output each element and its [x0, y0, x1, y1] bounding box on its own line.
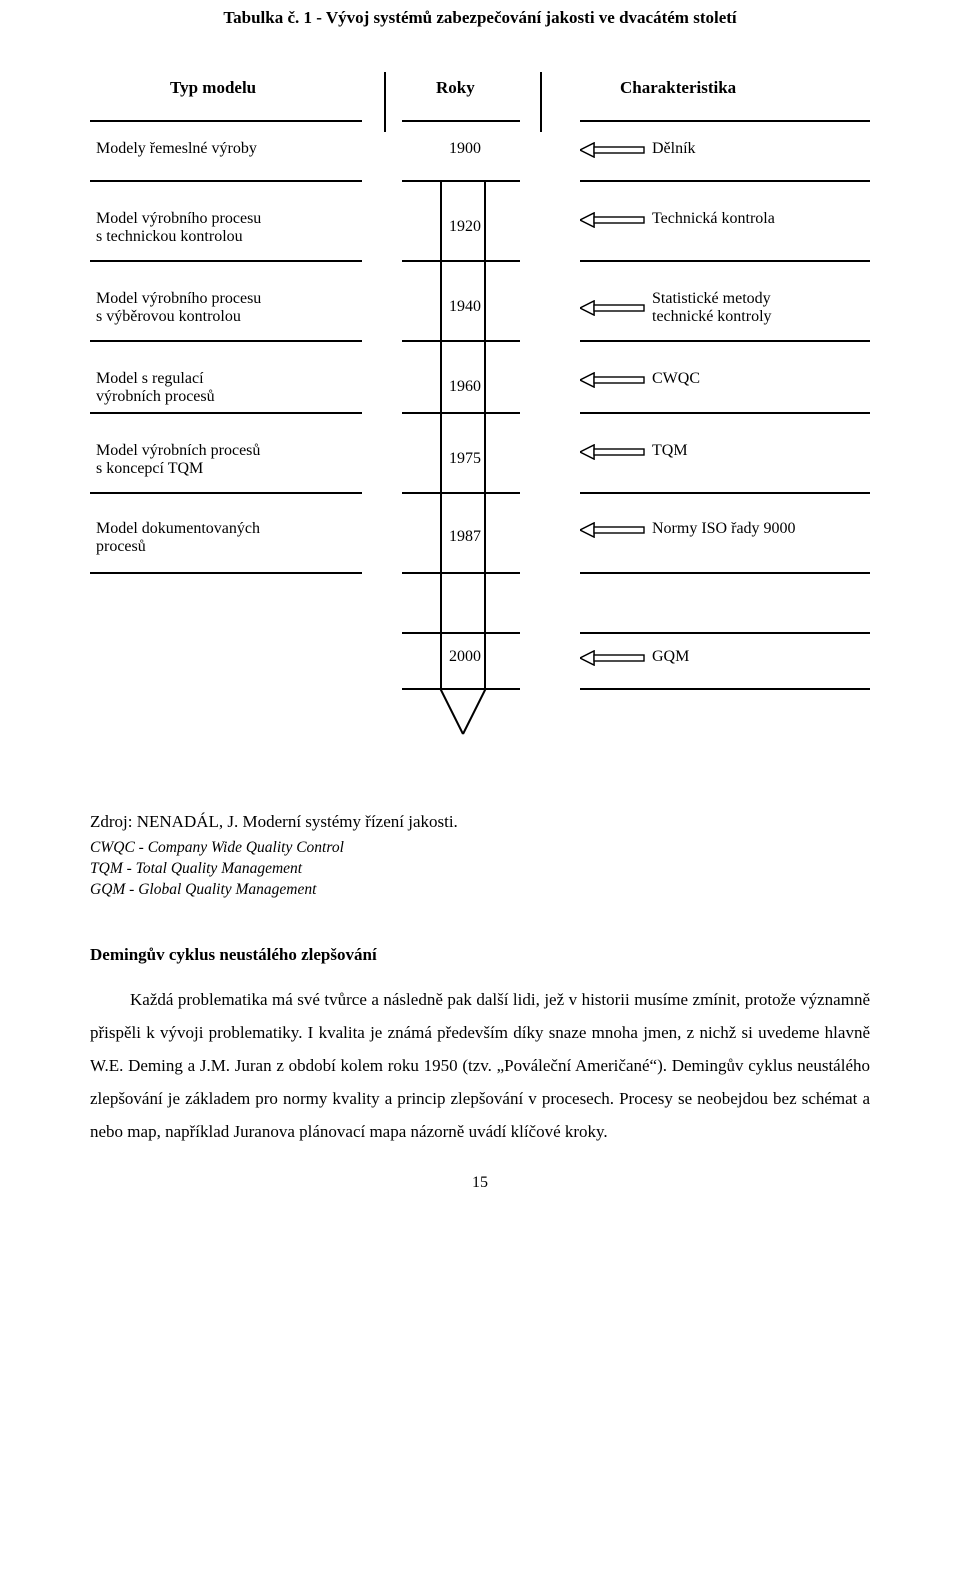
pipe-line — [484, 492, 486, 572]
pipe-line — [440, 180, 442, 260]
row-right: Dělník — [652, 140, 872, 158]
divider-line — [402, 340, 520, 342]
table-header: Typ modelu Roky Charakteristika — [90, 72, 870, 132]
divider-line — [90, 572, 362, 574]
divider-line — [90, 412, 362, 414]
divider-line — [402, 180, 520, 182]
pipe-line — [440, 572, 442, 632]
row-right: CWQC — [652, 370, 872, 388]
table-title: Tabulka č. 1 - Vývoj systémů zabezpečová… — [90, 8, 870, 28]
divider-line — [402, 492, 520, 494]
divider-line — [90, 120, 362, 122]
source-line: Zdroj: NENADÁL, J. Moderní systémy řízen… — [90, 812, 870, 832]
divider-line — [580, 632, 870, 634]
divider-line — [580, 492, 870, 494]
arrow-icon — [580, 444, 646, 460]
section-heading: Demingův cyklus neustálého zlepšování — [90, 945, 870, 965]
row-left: Model výrobního procesu s výběrovou kont… — [96, 290, 366, 326]
row-right: Technická kontrola — [652, 210, 872, 228]
pipe-line — [440, 340, 442, 412]
divider-line — [580, 180, 870, 182]
pipe-line — [484, 340, 486, 412]
header-left: Typ modelu — [170, 78, 256, 98]
divider-line — [90, 492, 362, 494]
legend-item: CWQC - Company Wide Quality Control — [90, 838, 870, 859]
divider-line — [402, 120, 520, 122]
row-left: Modely řemeslné výroby — [96, 140, 366, 158]
arrow-icon — [580, 300, 646, 316]
divider-line — [402, 632, 520, 634]
pipe-line — [440, 632, 442, 688]
arrow-icon — [580, 142, 646, 158]
row-left: Model s regulací výrobních procesů — [96, 370, 366, 406]
arrow-icon — [580, 372, 646, 388]
header-right: Charakteristika — [620, 78, 736, 98]
row-left: Model dokumentovaných procesů — [96, 520, 366, 556]
divider-line — [90, 180, 362, 182]
timeline-chart: Typ modelu Roky Charakteristika Modely ř… — [90, 72, 870, 782]
pipe-line — [484, 572, 486, 632]
divider-line — [580, 572, 870, 574]
body-paragraph: Každá problematika má své tvůrce a násle… — [90, 983, 870, 1149]
divider-line — [580, 340, 870, 342]
row-year: 1900 — [430, 140, 500, 158]
row-right: TQM — [652, 442, 872, 460]
pipe-line — [484, 632, 486, 688]
pipe-line — [484, 260, 486, 340]
row-right: GQM — [652, 648, 872, 666]
legend-block: CWQC - Company Wide Quality Control TQM … — [90, 838, 870, 901]
divider-line — [580, 688, 870, 690]
page-number: 15 — [90, 1174, 870, 1192]
arrow-icon — [580, 650, 646, 666]
pipe-line — [440, 412, 442, 492]
row-right: Statistické metody technické kontroly — [652, 290, 872, 326]
row-left: Model výrobního procesu s technickou kon… — [96, 210, 366, 246]
divider-line — [580, 412, 870, 414]
header-mid: Roky — [436, 78, 475, 98]
funnel-icon — [434, 688, 492, 736]
divider-line — [402, 572, 520, 574]
legend-item: TQM - Total Quality Management — [90, 859, 870, 880]
divider-line — [580, 120, 870, 122]
pipe-line — [484, 412, 486, 492]
arrow-icon — [580, 522, 646, 538]
pipe-line — [440, 260, 442, 340]
page: Tabulka č. 1 - Vývoj systémů zabezpečová… — [0, 8, 960, 1588]
divider-line — [402, 412, 520, 414]
divider-line — [580, 260, 870, 262]
pipe-line — [484, 180, 486, 260]
arrow-icon — [580, 212, 646, 228]
pipe-line — [440, 492, 442, 572]
divider-line — [402, 260, 520, 262]
divider-line — [90, 340, 362, 342]
legend-item: GQM - Global Quality Management — [90, 880, 870, 901]
divider-line — [90, 260, 362, 262]
row-left: Model výrobních procesů s koncepcí TQM — [96, 442, 366, 478]
row-right: Normy ISO řady 9000 — [652, 520, 872, 538]
